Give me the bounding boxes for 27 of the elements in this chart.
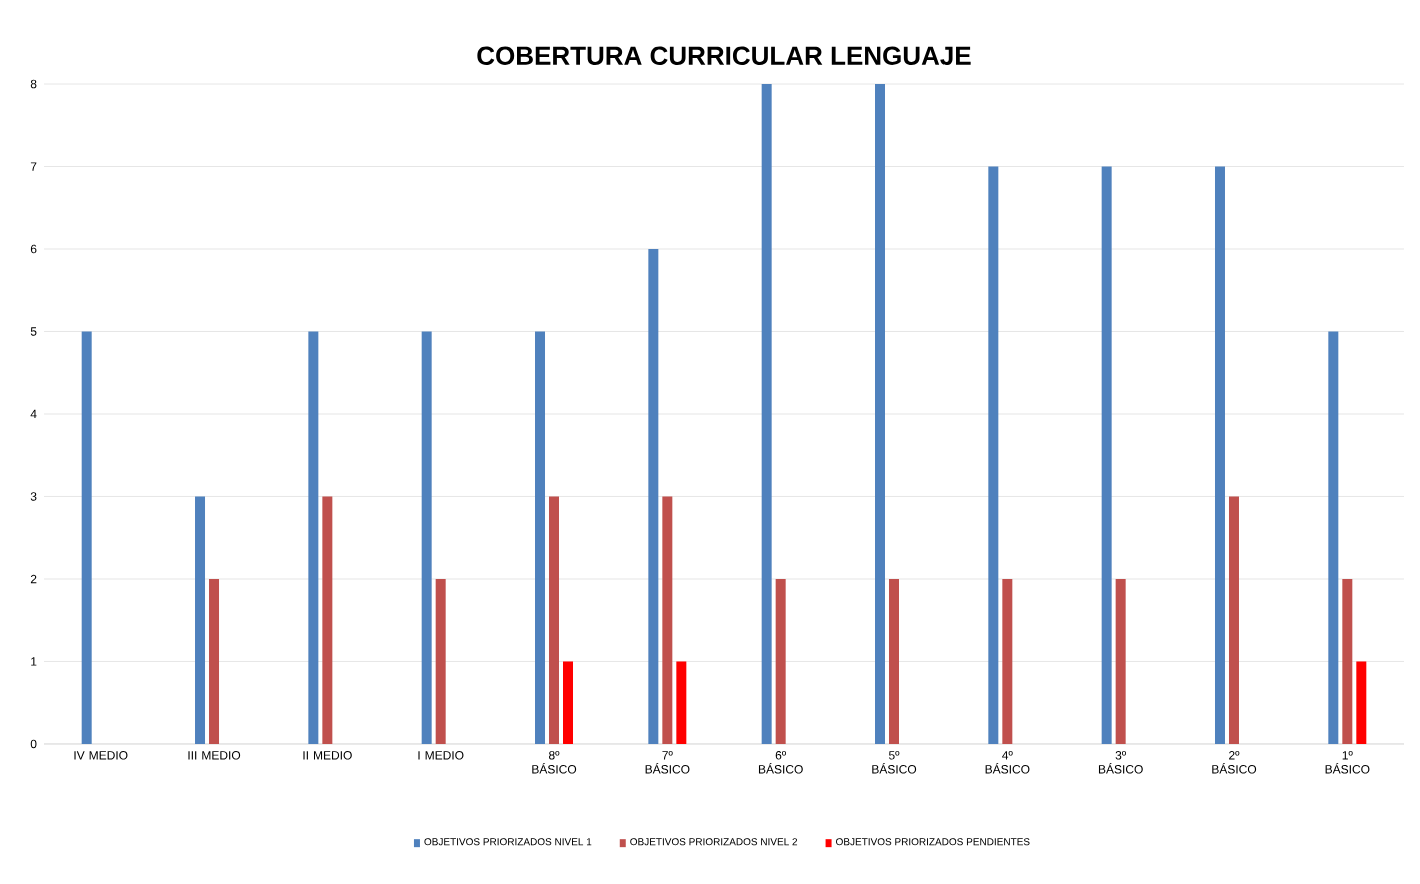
bar: [1228, 496, 1239, 744]
bar: [435, 578, 446, 744]
bar: [662, 496, 673, 744]
bar: [1328, 331, 1339, 744]
bar: [1115, 578, 1126, 744]
bar: [1101, 166, 1112, 744]
bar: [1214, 166, 1225, 744]
bar: [1356, 661, 1367, 744]
bar: [988, 166, 999, 744]
bar: [322, 496, 333, 744]
bar: [195, 496, 206, 744]
bar: [1002, 578, 1013, 744]
bar: [209, 578, 220, 744]
bar: [775, 578, 786, 744]
bar: [889, 578, 899, 744]
chart-title: COBERTURA CURRICULAR LENGUAJE: [477, 46, 971, 65]
bar: [535, 331, 546, 744]
bar: [308, 331, 319, 744]
bar: [1342, 578, 1353, 744]
bar: [875, 84, 885, 744]
bar: [421, 331, 432, 744]
bar: [563, 661, 574, 744]
bar: [549, 496, 560, 744]
bar: [648, 249, 659, 744]
bar: [761, 84, 772, 744]
bar: [81, 331, 92, 744]
bar: [676, 661, 687, 744]
